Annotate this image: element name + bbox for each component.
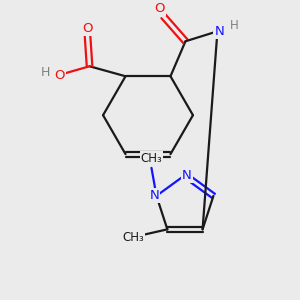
Text: CH₃: CH₃: [122, 231, 144, 244]
Text: H: H: [41, 66, 50, 79]
Text: H: H: [230, 19, 239, 32]
Text: N: N: [214, 25, 224, 38]
Text: O: O: [82, 22, 93, 35]
Text: CH₃: CH₃: [141, 152, 162, 165]
Text: O: O: [154, 2, 165, 15]
Text: O: O: [54, 69, 65, 82]
Text: N: N: [182, 169, 192, 182]
Text: N: N: [150, 189, 159, 202]
